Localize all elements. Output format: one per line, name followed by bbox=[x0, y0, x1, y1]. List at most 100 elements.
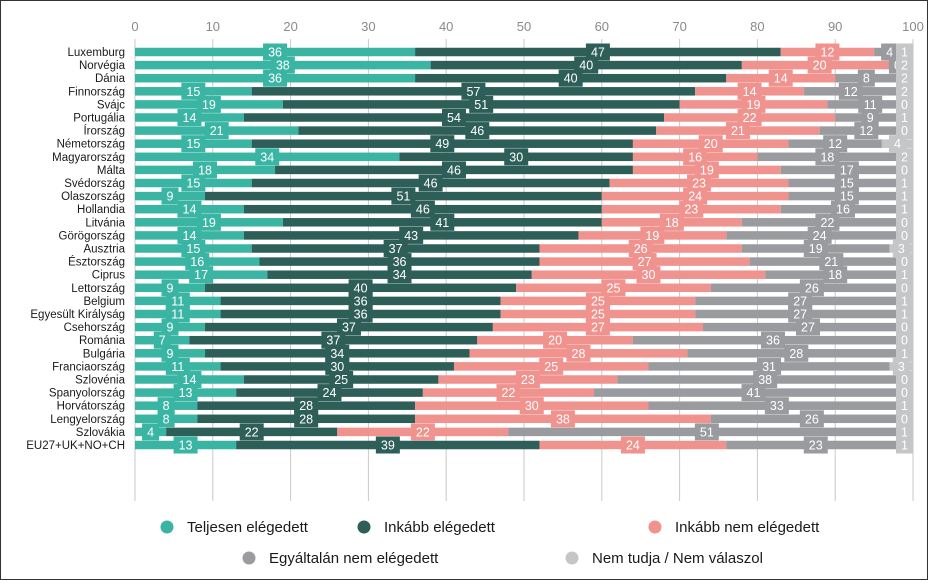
value-label-badge bbox=[193, 161, 218, 179]
value-label: 22 bbox=[501, 386, 515, 400]
value-label-badge bbox=[896, 161, 913, 179]
category-label: Franciaország bbox=[52, 361, 125, 373]
value-label-badge bbox=[399, 226, 424, 244]
value-label-badge bbox=[896, 95, 913, 113]
value-label: 30 bbox=[330, 360, 344, 374]
value-label-badge bbox=[165, 292, 190, 310]
value-label: 51 bbox=[396, 190, 410, 204]
value-label-badge bbox=[896, 292, 913, 310]
value-label: 14 bbox=[743, 85, 757, 99]
value-label-badge bbox=[757, 357, 782, 375]
x-tick-label: 40 bbox=[439, 19, 453, 34]
category-label: Görögország bbox=[59, 230, 125, 242]
value-label-badge bbox=[683, 148, 708, 166]
category-label: Csehország bbox=[64, 322, 125, 334]
value-label: 46 bbox=[447, 163, 461, 177]
value-label: 27 bbox=[793, 308, 807, 322]
value-label-badge bbox=[348, 305, 373, 323]
value-label: 13 bbox=[179, 439, 193, 453]
value-label: 28 bbox=[789, 347, 803, 361]
category-label: Észtország bbox=[68, 256, 125, 269]
value-label-badge bbox=[819, 253, 844, 271]
value-label: 2 bbox=[901, 150, 908, 164]
category-label: Németország bbox=[57, 139, 125, 151]
value-label: 26 bbox=[634, 242, 648, 256]
value-label: 18 bbox=[198, 163, 212, 177]
value-label: 17 bbox=[194, 268, 208, 282]
category-label: Egyesült Királyság bbox=[30, 309, 125, 321]
value-label-badge bbox=[165, 357, 190, 375]
value-label-badge bbox=[161, 344, 179, 362]
value-label: 2 bbox=[901, 85, 908, 99]
legend-label: Inkább nem elégedett bbox=[675, 519, 820, 536]
value-label: 0 bbox=[901, 98, 908, 112]
value-label: 1 bbox=[901, 399, 908, 413]
value-label-badge bbox=[834, 174, 859, 192]
value-label-badge bbox=[807, 56, 832, 74]
value-label: 40 bbox=[564, 72, 578, 86]
category-label: Ausztria bbox=[83, 244, 125, 256]
value-label-badge bbox=[153, 331, 171, 349]
value-label-badge bbox=[177, 371, 202, 388]
x-tick-label: 100 bbox=[902, 19, 924, 34]
value-label: 19 bbox=[202, 216, 216, 230]
value-label: 47 bbox=[591, 46, 605, 60]
value-label: 46 bbox=[416, 203, 430, 217]
value-label: 36 bbox=[268, 72, 282, 86]
value-label: 49 bbox=[435, 137, 449, 151]
category-label: Szlovénia bbox=[75, 375, 125, 387]
value-label-badge bbox=[834, 187, 859, 205]
value-label: 18 bbox=[828, 268, 842, 282]
value-label: 57 bbox=[466, 85, 480, 99]
value-label-badge bbox=[741, 384, 766, 402]
value-label-badge bbox=[430, 135, 455, 153]
value-label: 21 bbox=[824, 255, 838, 269]
value-label: 0 bbox=[901, 373, 908, 387]
value-label-badge bbox=[861, 109, 879, 126]
value-label-badge bbox=[263, 43, 288, 61]
value-label: 11 bbox=[171, 294, 184, 308]
value-label-badge bbox=[620, 436, 645, 454]
value-label: 18 bbox=[820, 150, 834, 164]
value-label: 15 bbox=[186, 85, 200, 99]
value-label-badge bbox=[566, 344, 591, 362]
value-label: 21 bbox=[731, 124, 745, 138]
value-label: 24 bbox=[813, 229, 827, 243]
legend-label: Inkább elégedett bbox=[384, 519, 496, 536]
value-label-badge bbox=[325, 357, 350, 375]
value-label-badge bbox=[387, 266, 412, 284]
value-label-badge bbox=[161, 279, 179, 297]
value-label-badge bbox=[189, 266, 214, 284]
x-tick-label: 10 bbox=[206, 19, 220, 34]
value-label: 23 bbox=[521, 373, 535, 387]
value-label-badge bbox=[896, 331, 913, 349]
value-label-badge bbox=[177, 200, 202, 218]
category-label: Norvégia bbox=[79, 60, 126, 72]
value-label-badge bbox=[854, 122, 879, 140]
category-label: Románia bbox=[79, 335, 126, 347]
value-label: 11 bbox=[864, 98, 877, 112]
value-label-badge bbox=[788, 305, 813, 323]
value-label-badge bbox=[196, 95, 221, 113]
value-label: 7 bbox=[159, 334, 166, 348]
value-label-badge bbox=[628, 240, 653, 257]
value-label-badge bbox=[410, 200, 435, 218]
value-label: 37 bbox=[342, 321, 356, 335]
category-label: Spanyolország bbox=[49, 388, 125, 400]
x-tick-label: 20 bbox=[283, 19, 297, 34]
value-label: 16 bbox=[836, 203, 850, 217]
x-tick-label: 50 bbox=[517, 19, 531, 34]
value-label: 0 bbox=[901, 386, 908, 400]
value-label-badge bbox=[694, 161, 719, 179]
value-label-badge bbox=[204, 122, 229, 140]
category-label: Portugália bbox=[73, 113, 125, 125]
value-label-badge bbox=[173, 384, 198, 402]
value-label: 9 bbox=[167, 281, 174, 295]
value-label-badge bbox=[387, 253, 412, 271]
value-label: 31 bbox=[762, 360, 776, 374]
value-label-badge bbox=[157, 410, 175, 428]
x-tick-label: 30 bbox=[361, 19, 375, 34]
value-label-badge bbox=[838, 82, 863, 100]
value-label: 22 bbox=[743, 111, 757, 125]
